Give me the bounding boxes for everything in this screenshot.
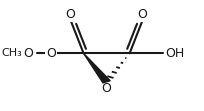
Text: O: O — [102, 82, 112, 95]
Text: O: O — [46, 47, 56, 60]
Text: O: O — [66, 8, 76, 21]
Text: OH: OH — [165, 47, 185, 60]
Text: O: O — [137, 8, 147, 21]
Polygon shape — [84, 53, 110, 83]
Text: CH₃: CH₃ — [1, 48, 22, 58]
Text: O: O — [24, 47, 34, 60]
Text: O: O — [23, 47, 33, 60]
